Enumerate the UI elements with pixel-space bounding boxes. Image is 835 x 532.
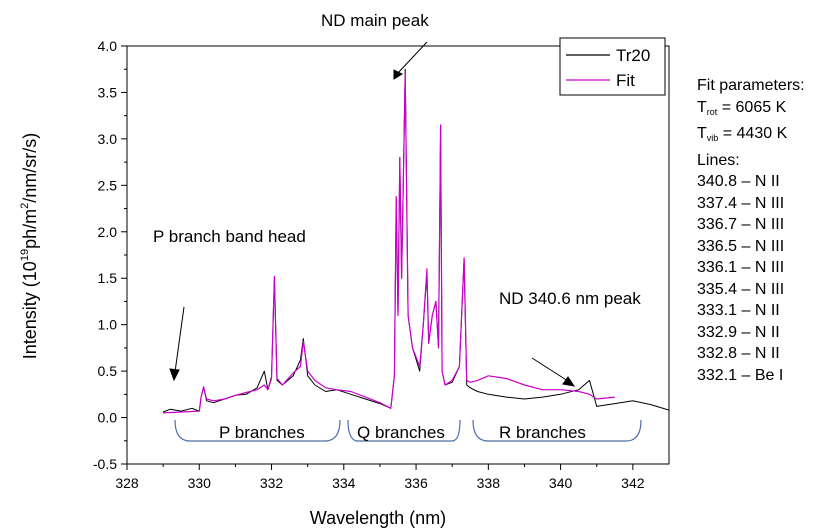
band-head-label: P branch band head	[153, 227, 306, 246]
p-branches-label: P branches	[219, 423, 305, 442]
nd-peak-arrow	[531, 357, 569, 382]
x-tick-label: 328	[115, 475, 139, 491]
line-item: 340.8 – N II	[697, 173, 780, 190]
q-branch-brace	[347, 419, 461, 442]
x-axis-label: Wavelength (nm)	[310, 508, 446, 528]
y-label-exp2: 2	[19, 203, 31, 209]
t-vib-symbol: T	[697, 125, 707, 142]
band-head-arrow	[174, 306, 185, 373]
line-item: 335.4 – N III	[697, 280, 785, 298]
legend-label-tr20: Tr20	[616, 46, 650, 65]
series-layer	[162, 68, 670, 414]
nd-peak-arrowhead	[562, 376, 576, 387]
x-tick-label: 336	[404, 475, 428, 491]
line-item: 336.7 – N III	[697, 216, 785, 233]
t-rot-value: = 6065 K	[717, 98, 787, 116]
y-label-exp1: 19	[19, 249, 31, 261]
legend-label-fit: Fit	[616, 71, 635, 90]
y-label-part2: ph/m	[20, 209, 40, 249]
line-item: 333.1 – N II	[697, 302, 780, 319]
x-tick-label: 342	[621, 475, 645, 491]
t-rot-symbol: T	[697, 98, 707, 116]
r-branches-label: R branches	[499, 423, 586, 442]
annotation-arrows	[169, 41, 576, 387]
y-tick-label: 1.0	[98, 317, 118, 333]
y-label-part3: /nm/sr/s)	[20, 133, 40, 203]
y-tick-label: 3.0	[98, 131, 118, 147]
t-rot-subscript: rot	[706, 106, 718, 117]
legend-box	[559, 37, 666, 96]
y-tick-label: 0.5	[98, 363, 118, 379]
lines-title: Lines:	[697, 151, 740, 169]
y-tick-label: 2.0	[98, 224, 118, 240]
legend: Tr20 Fit	[559, 37, 666, 96]
t-vib-subscript: vib	[706, 133, 719, 143]
y-tick-label: 0.0	[98, 410, 118, 426]
line-item: 332.9 – N II	[697, 323, 780, 341]
y-label-part1: Intensity (10	[20, 261, 40, 359]
series-line-fit	[163, 73, 615, 414]
y-tick-label: 2.5	[98, 177, 118, 193]
branch-braces	[174, 419, 642, 442]
y-tick-label: 4.0	[98, 38, 118, 54]
x-tick-label: 332	[260, 475, 284, 491]
main-peak-arrowhead	[393, 69, 404, 80]
line-item: 332.1 – Be I	[697, 366, 784, 384]
tick-marks	[121, 45, 634, 470]
r-branch-brace	[472, 419, 642, 442]
q-branches-label: Q branches	[357, 423, 445, 442]
line-item: 336.5 – N III	[697, 237, 785, 255]
t-rot-line: Trot = 6065 K	[697, 97, 832, 124]
y-tick-label: 3.5	[98, 84, 118, 100]
x-tick-label: 340	[549, 475, 573, 491]
main-peak-label: ND main peak	[321, 11, 429, 30]
line-item: 332.8 – N II	[697, 345, 780, 362]
y-tick-label: -0.5	[93, 456, 117, 472]
line-item: 337.4 – N III	[697, 194, 785, 212]
fit-parameters-panel: Fit parameters: Trot = 6065 K Tvib = 443…	[697, 75, 832, 386]
x-tick-label: 338	[477, 475, 501, 491]
y-axis-label: Intensity (1019ph/m2/nm/sr/s)	[19, 133, 40, 359]
tick-labels: 328 330 332 334 336 338 340 342 -0.5 0.0 0.5 1.0 1.5…	[93, 38, 645, 491]
y-tick-label: 1.5	[98, 270, 118, 286]
fit-parameters-title: Fit parameters:	[697, 77, 805, 94]
band-head-arrowhead	[169, 368, 180, 382]
p-branch-brace	[174, 419, 341, 442]
t-vib-line: Tvib = 4430 K	[697, 123, 832, 150]
nd-peak-label: ND 340.6 nm peak	[499, 289, 641, 308]
main-peak-arrow	[396, 41, 428, 75]
t-vib-value: = 4430 K	[718, 125, 788, 142]
x-tick-label: 330	[188, 475, 212, 491]
x-tick-label: 334	[332, 475, 356, 491]
line-item: 336.1 – N III	[697, 259, 785, 276]
